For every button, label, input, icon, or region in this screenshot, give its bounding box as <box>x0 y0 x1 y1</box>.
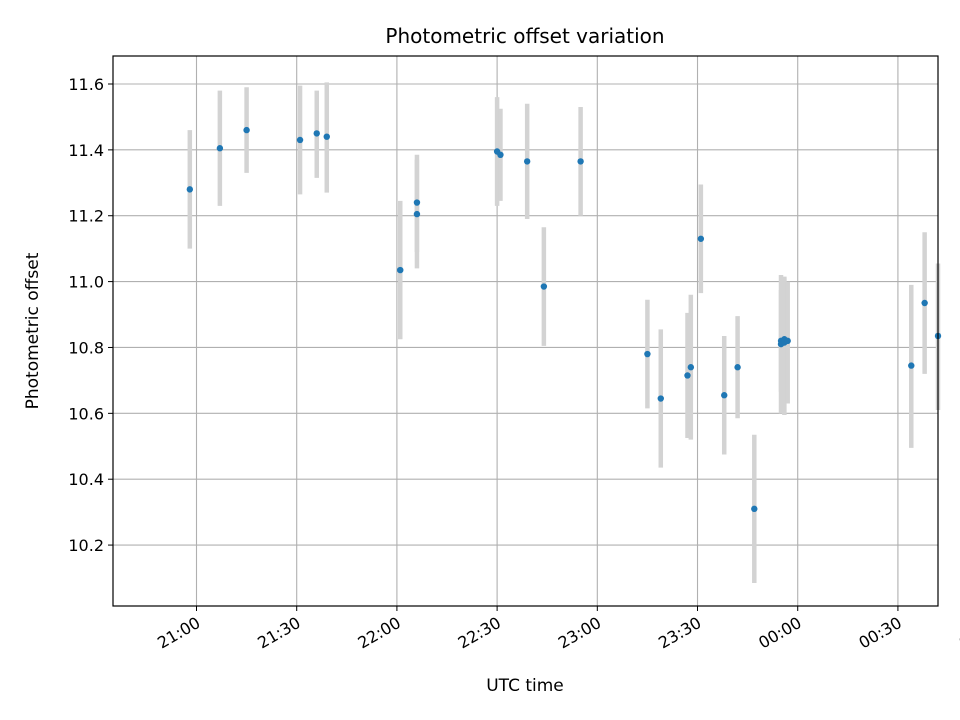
data-point <box>577 158 584 165</box>
data-point <box>313 130 320 137</box>
data-point <box>413 210 421 218</box>
data-point <box>296 136 304 144</box>
data-points <box>186 126 942 513</box>
data-point <box>734 364 741 371</box>
data-point <box>216 145 224 152</box>
y-tick-label: 10.4 <box>68 470 104 489</box>
data-point <box>497 151 504 159</box>
x-axis-title: UTC time <box>486 676 564 696</box>
data-point <box>687 364 695 371</box>
y-axis-title: Photometric offset <box>23 252 43 409</box>
data-point <box>721 392 728 399</box>
y-tick-label: 10.2 <box>68 536 104 555</box>
data-point <box>540 283 548 290</box>
data-point <box>323 133 330 140</box>
data-point <box>397 266 404 274</box>
data-point <box>523 158 531 165</box>
data-point <box>657 395 664 402</box>
data-point <box>684 372 691 379</box>
data-point <box>186 186 194 193</box>
y-tick-label: 11.4 <box>68 141 104 160</box>
data-point <box>921 299 928 307</box>
chart-title: Photometric offset variation <box>385 24 664 48</box>
data-point <box>413 199 421 206</box>
y-tick-label: 11.2 <box>68 207 104 226</box>
data-point <box>697 235 705 242</box>
y-tick-label: 11.0 <box>68 273 104 292</box>
data-point <box>751 505 758 513</box>
data-point <box>644 350 651 358</box>
data-point <box>908 362 915 369</box>
grid-lines <box>113 56 938 606</box>
y-axis-ticks: 10.2 10.4 10.6 10.8 11.0 11.2 11.4 11.6 <box>68 75 113 555</box>
data-point <box>243 126 250 134</box>
y-tick-label: 10.6 <box>68 404 104 423</box>
plot-frame <box>112 55 939 607</box>
y-tick-label: 10.8 <box>68 338 104 357</box>
y-tick-label: 11.6 <box>68 75 104 94</box>
data-point <box>784 337 791 345</box>
